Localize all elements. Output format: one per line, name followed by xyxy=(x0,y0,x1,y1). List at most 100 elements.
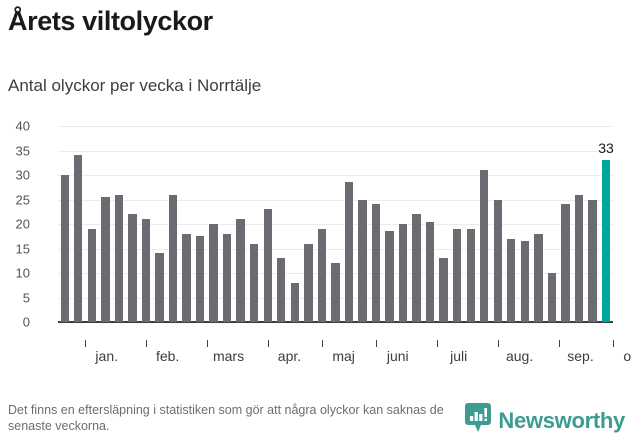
y-axis-tick-label: 30 xyxy=(15,167,30,183)
bar[interactable] xyxy=(87,228,97,322)
x-axis-tick-mark xyxy=(376,340,378,347)
bar-chart: 0 5 10 15 20 25 30 35 40 33 xyxy=(0,118,631,333)
x-axis-tick-mark xyxy=(497,340,499,347)
bar[interactable] xyxy=(547,273,557,322)
bar-slot xyxy=(342,126,356,322)
bar[interactable] xyxy=(263,209,272,322)
x-axis-tick-mark xyxy=(321,340,323,347)
bar[interactable] xyxy=(195,236,205,322)
bar[interactable] xyxy=(520,241,530,322)
bar[interactable] xyxy=(425,221,435,322)
bar-series: 33 xyxy=(58,126,614,322)
bar[interactable] xyxy=(358,199,367,322)
bar-slot xyxy=(396,126,410,322)
bar[interactable] xyxy=(452,228,462,322)
x-axis: jan. feb. mars apr. maj juni juli aug. sep. okt. xyxy=(58,340,631,368)
bar[interactable] xyxy=(398,224,408,322)
y-axis-tick-label: 10 xyxy=(15,265,30,281)
bar[interactable] xyxy=(439,258,448,322)
y-axis-tick-label: 25 xyxy=(15,192,30,207)
x-axis-tick-label: juni xyxy=(386,348,409,364)
bar[interactable] xyxy=(277,258,286,322)
bar[interactable] xyxy=(155,253,164,322)
x-axis-tick-label: feb. xyxy=(155,348,180,364)
bar-slot xyxy=(166,126,180,322)
bar[interactable] xyxy=(412,214,421,322)
bar[interactable] xyxy=(101,197,110,322)
gridline xyxy=(58,150,613,152)
bar[interactable] xyxy=(331,263,340,322)
gridline xyxy=(58,248,613,250)
bar[interactable] xyxy=(114,194,124,322)
gridline xyxy=(58,175,613,176)
page-subtitle: Antal olyckor per vecka i Norrtälje xyxy=(8,76,262,95)
bar-slot xyxy=(545,126,559,322)
bar-slot xyxy=(329,126,343,322)
bar-slot xyxy=(505,126,519,322)
bar-slot xyxy=(383,126,397,322)
y-axis-tick-label: 35 xyxy=(15,143,30,158)
bar[interactable] xyxy=(466,228,475,322)
bar[interactable] xyxy=(222,233,232,322)
bar-slot xyxy=(532,126,546,322)
bar[interactable] xyxy=(236,219,245,322)
bar-slot xyxy=(112,126,126,322)
gridline xyxy=(58,126,613,127)
bar[interactable] xyxy=(588,199,597,322)
x-axis-tick-mark xyxy=(267,340,269,347)
x-axis-tick-mark xyxy=(558,340,560,347)
bar-slot xyxy=(369,126,383,322)
axis-baseline xyxy=(58,321,613,323)
bar-slot xyxy=(207,126,221,322)
x-axis-tick-mark xyxy=(145,340,147,347)
bar[interactable] xyxy=(344,182,354,322)
x-axis-tick-label: mars xyxy=(212,348,245,364)
plot-area: 0 5 10 15 20 25 30 35 40 33 xyxy=(16,119,614,330)
bar[interactable] xyxy=(74,155,83,322)
gridline xyxy=(58,199,613,201)
bar[interactable] xyxy=(141,219,151,322)
bar[interactable] xyxy=(168,194,178,322)
x-axis-tick-mark xyxy=(206,340,208,347)
bar[interactable] xyxy=(507,238,516,322)
bar[interactable] xyxy=(561,204,570,322)
x-axis-tick-label: jan. xyxy=(95,348,119,364)
bar-slot xyxy=(72,126,86,322)
bar-slot xyxy=(58,126,72,322)
x-axis-tick-mark xyxy=(85,340,87,347)
y-axis-tick-label: 15 xyxy=(15,241,30,256)
bar[interactable] xyxy=(534,233,543,322)
bar-slot xyxy=(153,126,167,322)
x-axis-tick-mark xyxy=(613,340,614,347)
bar[interactable] xyxy=(182,233,191,322)
newsworthy-logo: Newsworthy xyxy=(465,403,625,438)
bar-slot xyxy=(437,126,451,322)
x-axis-tick-label: aug. xyxy=(505,348,534,364)
bar-slot xyxy=(126,126,140,322)
bar-slot xyxy=(180,126,194,322)
bar-slot: 33 xyxy=(598,126,614,322)
bar-slot xyxy=(139,126,153,322)
bar-slot xyxy=(99,126,113,322)
bar[interactable] xyxy=(574,194,584,322)
bar[interactable] xyxy=(304,243,313,322)
bar-slot xyxy=(518,126,532,322)
bar[interactable] xyxy=(480,170,489,322)
bar[interactable] xyxy=(385,231,394,322)
bar[interactable] xyxy=(371,204,381,322)
gridline xyxy=(58,224,613,225)
bar[interactable] xyxy=(60,175,69,322)
bar-slot xyxy=(450,126,464,322)
bar[interactable] xyxy=(128,214,137,322)
bar[interactable] xyxy=(250,243,259,322)
bar-slot xyxy=(275,126,289,322)
newsworthy-bar-chart-pin-icon xyxy=(465,403,492,438)
bar-highlighted[interactable] xyxy=(601,160,611,322)
bar[interactable] xyxy=(209,224,218,322)
bar-slot xyxy=(302,126,316,322)
bar[interactable] xyxy=(290,282,299,322)
bar[interactable] xyxy=(493,199,502,322)
bar[interactable] xyxy=(317,228,327,322)
x-axis-tick-mark xyxy=(437,340,439,347)
page-title: Årets viltolyckor xyxy=(8,6,213,36)
